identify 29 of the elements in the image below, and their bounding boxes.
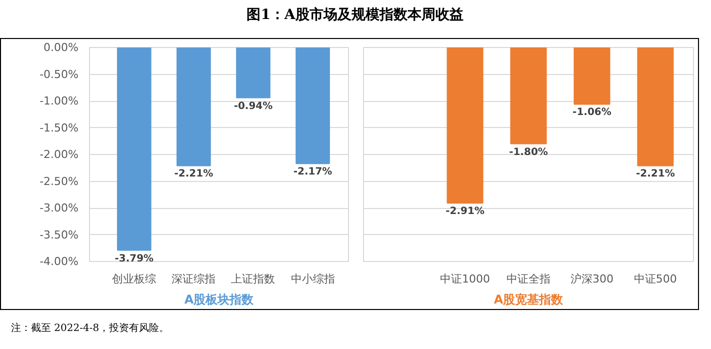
data-label: -2.21%	[636, 168, 675, 180]
data-label: -2.21%	[174, 168, 214, 180]
x-tick-label: 中小综指	[290, 272, 335, 286]
chart-title: 图1：A股市场及规模指数本周收益	[246, 6, 464, 25]
data-label: -1.80%	[509, 146, 548, 158]
y-tick-label: -1.50%	[40, 121, 79, 134]
x-tick-label: 上证指数	[231, 272, 276, 286]
x-axis-title: A股板块指数	[184, 292, 255, 306]
y-tick-label: -3.50%	[40, 228, 79, 242]
x-tick-label: 创业板综	[112, 272, 156, 286]
y-tick-label: -4.00%	[40, 255, 79, 268]
y-tick-label: -0.50%	[40, 68, 79, 81]
x-tick-label: 深证综指	[172, 272, 216, 286]
text: 注：截至 2022-4-8，投资有风险。	[10, 322, 170, 336]
data-label: -2.91%	[446, 206, 484, 218]
y-tick-label: -2.50%	[40, 174, 79, 188]
y-tick-label: -1.00%	[40, 94, 79, 108]
data-label: -0.94%	[234, 100, 273, 112]
x-tick-label: 中证500	[634, 272, 677, 286]
y-tick-label: 0.00%	[44, 41, 79, 54]
x-tick-label: 沪深300	[570, 272, 614, 286]
y-tick-label: -3.00%	[40, 202, 79, 214]
data-label: -3.79%	[114, 253, 154, 264]
x-tick-label: 中证全指	[506, 272, 550, 286]
x-axis-title: A股宽基指数	[494, 292, 564, 306]
data-label: -2.17%	[293, 166, 332, 178]
data-label: -1.06%	[572, 107, 612, 118]
y-tick-label: -2.00%	[40, 148, 79, 161]
x-tick-label: 中证1000	[440, 272, 490, 286]
